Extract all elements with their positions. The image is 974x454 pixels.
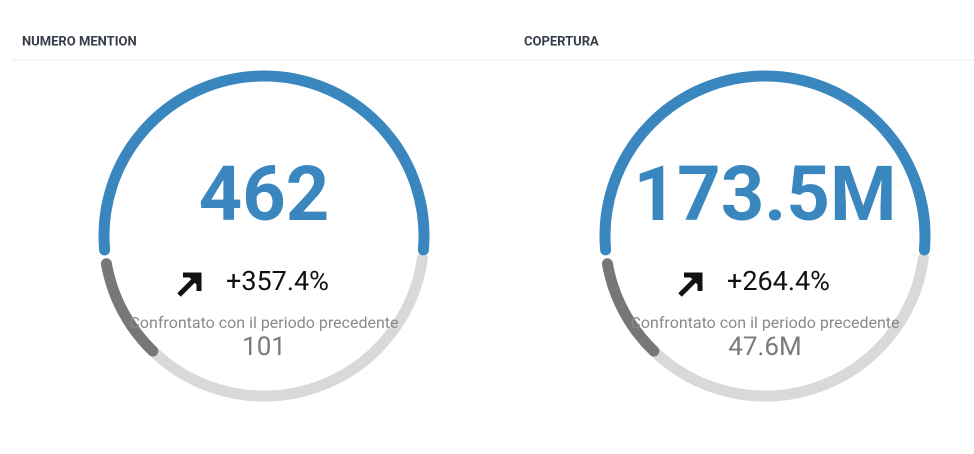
trend-arrow-head (686, 273, 702, 289)
previous-value: 47.6M (728, 332, 801, 362)
comparison-label: Confrontato con il periodo precedente (129, 313, 398, 332)
gauge-dark (601, 258, 660, 357)
trend-arrow-head (185, 273, 201, 289)
widget-title: NUMERO MENTION (22, 34, 137, 49)
kpi-value: 173.5M (634, 149, 897, 239)
gauge-blue (599, 70, 931, 256)
kpi-change: +357.4% (226, 265, 329, 297)
kpi-value: 462 (199, 149, 330, 239)
widget-title: COPERTURA (524, 34, 599, 49)
kpi-change: +264.4% (727, 265, 830, 297)
previous-value: 101 (242, 332, 286, 362)
gauge-dark (100, 258, 159, 357)
gauge-blue (98, 70, 430, 256)
gauge-light (147, 252, 428, 402)
comparison-label: Confrontato con il periodo precedente (630, 313, 899, 332)
gauge-light (648, 252, 929, 402)
